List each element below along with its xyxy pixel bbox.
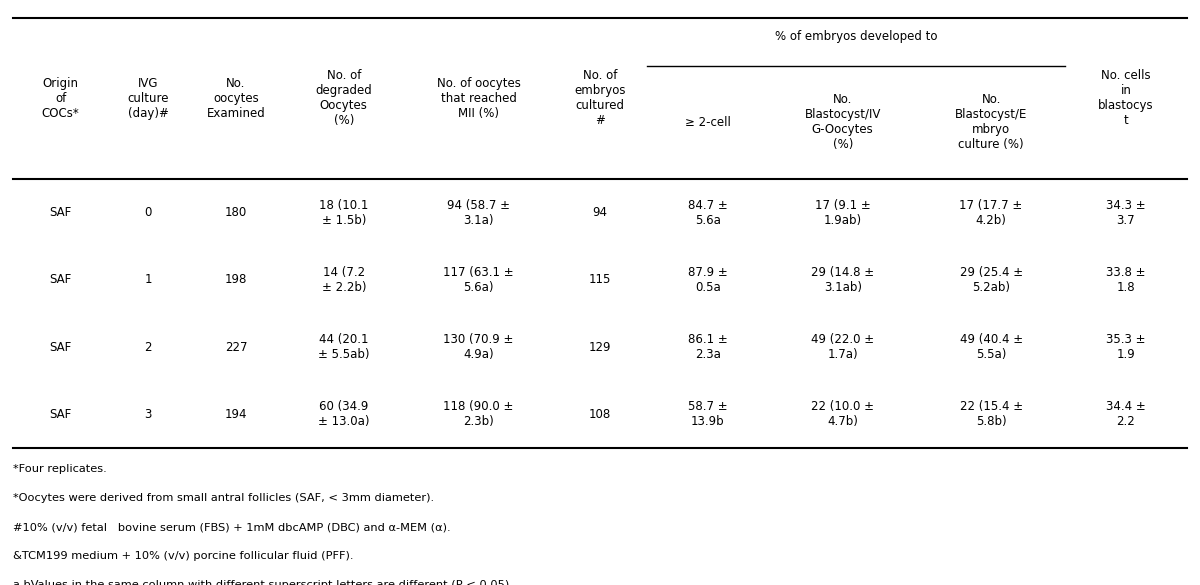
Text: No. of oocytes
that reached
MII (%): No. of oocytes that reached MII (%) xyxy=(437,77,521,120)
Text: 18 (10.1
± 1.5b): 18 (10.1 ± 1.5b) xyxy=(319,198,368,226)
Text: #10% (v/v) fetal   bovine serum (FBS) + 1mM dbcAMP (DBC) and α-MEM (α).: #10% (v/v) fetal bovine serum (FBS) + 1m… xyxy=(13,522,451,532)
Text: 84.7 ±
5.6a: 84.7 ± 5.6a xyxy=(688,198,727,226)
Text: 118 (90.0 ±
2.3b): 118 (90.0 ± 2.3b) xyxy=(444,400,514,428)
Text: 94 (58.7 ±
3.1a): 94 (58.7 ± 3.1a) xyxy=(448,198,510,226)
Text: 17 (9.1 ±
1.9ab): 17 (9.1 ± 1.9ab) xyxy=(815,198,871,226)
Text: 22 (15.4 ±
5.8b): 22 (15.4 ± 5.8b) xyxy=(960,400,1022,428)
Text: No. of
embryos
cultured
#: No. of embryos cultured # xyxy=(575,69,625,127)
Text: SAF: SAF xyxy=(49,273,72,286)
Text: 2: 2 xyxy=(144,340,152,353)
Text: 227: 227 xyxy=(224,340,247,353)
Text: 14 (7.2
± 2.2b): 14 (7.2 ± 2.2b) xyxy=(322,266,366,294)
Text: 198: 198 xyxy=(224,273,247,286)
Text: 94: 94 xyxy=(593,206,607,219)
Text: 1: 1 xyxy=(144,273,152,286)
Text: 29 (25.4 ±
5.2ab): 29 (25.4 ± 5.2ab) xyxy=(960,266,1022,294)
Text: 22 (10.0 ±
4.7b): 22 (10.0 ± 4.7b) xyxy=(811,400,875,428)
Text: 115: 115 xyxy=(589,273,611,286)
Text: *Four replicates.: *Four replicates. xyxy=(13,464,107,474)
Text: SAF: SAF xyxy=(49,408,72,421)
Text: 3: 3 xyxy=(144,408,152,421)
Text: SAF: SAF xyxy=(49,206,72,219)
Text: 34.3 ±
3.7: 34.3 ± 3.7 xyxy=(1106,198,1146,226)
Text: No.
Blastocyst/IV
G-Oocytes
(%): No. Blastocyst/IV G-Oocytes (%) xyxy=(804,94,881,152)
Text: 60 (34.9
± 13.0a): 60 (34.9 ± 13.0a) xyxy=(318,400,370,428)
Text: 117 (63.1 ±
5.6a): 117 (63.1 ± 5.6a) xyxy=(443,266,514,294)
Text: No.
Blastocyst/E
mbryo
culture (%): No. Blastocyst/E mbryo culture (%) xyxy=(955,94,1027,152)
Text: 29 (14.8 ±
3.1ab): 29 (14.8 ± 3.1ab) xyxy=(811,266,875,294)
Text: 87.9 ±
0.5a: 87.9 ± 0.5a xyxy=(688,266,727,294)
Text: 180: 180 xyxy=(224,206,247,219)
Text: 194: 194 xyxy=(224,408,247,421)
Text: 0: 0 xyxy=(144,206,152,219)
Text: &TCM199 medium + 10% (v/v) porcine follicular fluid (PFF).: &TCM199 medium + 10% (v/v) porcine folli… xyxy=(13,551,354,561)
Text: SAF: SAF xyxy=(49,340,72,353)
Text: No.
oocytes
Examined: No. oocytes Examined xyxy=(206,77,265,120)
Text: 58.7 ±
13.9b: 58.7 ± 13.9b xyxy=(688,400,727,428)
Text: 34.4 ±
2.2: 34.4 ± 2.2 xyxy=(1106,400,1146,428)
Text: ≥ 2-cell: ≥ 2-cell xyxy=(685,116,731,129)
Text: % of embryos developed to: % of embryos developed to xyxy=(775,30,937,43)
Text: *Oocytes were derived from small antral follicles (SAF, < 3mm diameter).: *Oocytes were derived from small antral … xyxy=(13,493,434,503)
Text: 108: 108 xyxy=(589,408,611,421)
Text: 33.8 ±
1.8: 33.8 ± 1.8 xyxy=(1106,266,1146,294)
Text: Origin
of
COCs*: Origin of COCs* xyxy=(42,77,79,120)
Text: 86.1 ±
2.3a: 86.1 ± 2.3a xyxy=(688,333,727,361)
Text: 130 (70.9 ±
4.9a): 130 (70.9 ± 4.9a) xyxy=(444,333,514,361)
Text: No. cells
in
blastocys
t: No. cells in blastocys t xyxy=(1098,69,1153,127)
Text: 44 (20.1
± 5.5ab): 44 (20.1 ± 5.5ab) xyxy=(318,333,370,361)
Text: 49 (40.4 ±
5.5a): 49 (40.4 ± 5.5a) xyxy=(960,333,1022,361)
Text: 17 (17.7 ±
4.2b): 17 (17.7 ± 4.2b) xyxy=(960,198,1022,226)
Text: 35.3 ±
1.9: 35.3 ± 1.9 xyxy=(1106,333,1146,361)
Text: 129: 129 xyxy=(589,340,611,353)
Text: No. of
degraded
Oocytes
(%): No. of degraded Oocytes (%) xyxy=(316,69,372,127)
Text: 49 (22.0 ±
1.7a): 49 (22.0 ± 1.7a) xyxy=(811,333,875,361)
Text: IVG
culture
(day)#: IVG culture (day)# xyxy=(127,77,169,120)
Text: a,bValues in the same column with different superscript letters are different (P: a,bValues in the same column with differ… xyxy=(13,580,514,585)
